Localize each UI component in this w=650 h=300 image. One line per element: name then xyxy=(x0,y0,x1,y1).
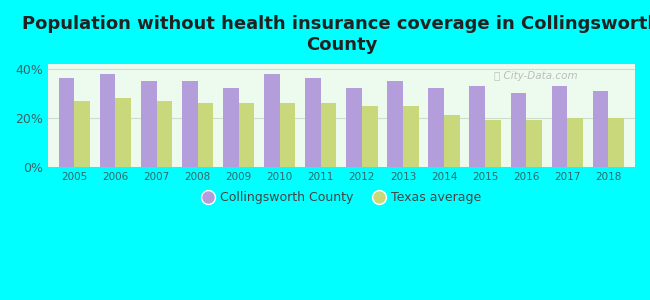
Bar xyxy=(264,74,280,167)
Bar xyxy=(280,103,295,167)
Bar xyxy=(428,88,444,167)
Bar xyxy=(608,118,624,167)
Bar xyxy=(387,81,403,167)
Bar xyxy=(182,81,198,167)
Bar xyxy=(510,93,526,167)
Bar xyxy=(485,120,500,167)
Bar xyxy=(593,91,608,167)
Bar xyxy=(157,101,172,167)
Bar xyxy=(526,120,542,167)
Bar xyxy=(100,74,116,167)
Bar xyxy=(198,103,213,167)
Bar xyxy=(552,86,567,167)
Legend: Collingsworth County, Texas average: Collingsworth County, Texas average xyxy=(202,191,481,205)
Bar xyxy=(116,98,131,167)
Bar xyxy=(567,118,583,167)
Bar xyxy=(58,79,75,167)
Bar xyxy=(239,103,254,167)
Bar xyxy=(362,106,378,167)
Bar xyxy=(444,116,460,167)
Text: ⓘ City-Data.com: ⓘ City-Data.com xyxy=(494,71,578,81)
Bar xyxy=(141,81,157,167)
Bar xyxy=(321,103,337,167)
Bar xyxy=(75,101,90,167)
Bar xyxy=(223,88,239,167)
Bar xyxy=(469,86,485,167)
Title: Population without health insurance coverage in Collingsworth
County: Population without health insurance cove… xyxy=(22,15,650,54)
Bar xyxy=(346,88,362,167)
Bar xyxy=(306,79,321,167)
Bar xyxy=(403,106,419,167)
